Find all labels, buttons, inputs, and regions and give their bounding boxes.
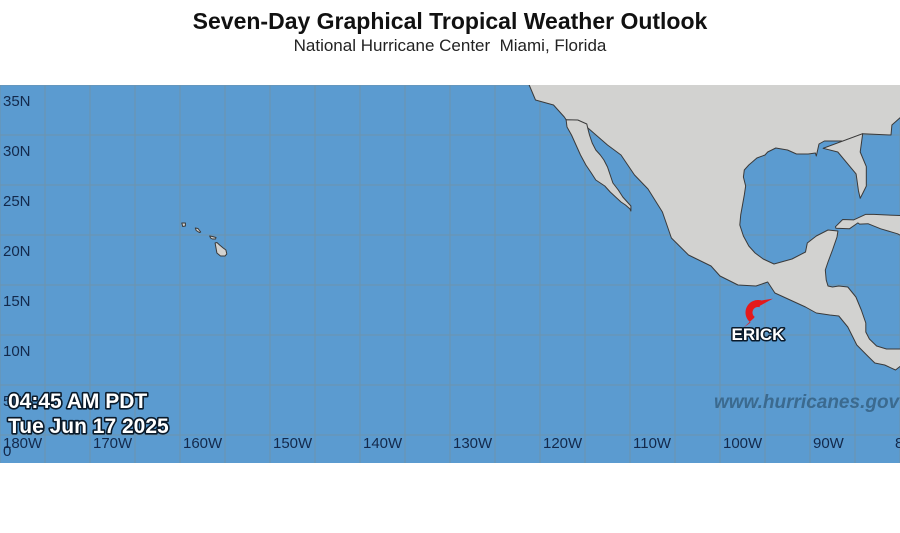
svg-text:90W: 90W xyxy=(813,435,845,452)
svg-text:04:45 AM PDT: 04:45 AM PDT xyxy=(8,390,147,413)
svg-text:150W: 150W xyxy=(273,435,313,452)
svg-text:110W: 110W xyxy=(633,435,672,452)
svg-text:20N: 20N xyxy=(3,243,31,260)
svg-text:www.hurricanes.gov: www.hurricanes.gov xyxy=(714,392,900,413)
svg-text:10N: 10N xyxy=(3,343,31,360)
svg-text:ERICK: ERICK xyxy=(732,325,786,344)
svg-text:Tue Jun 17 2025: Tue Jun 17 2025 xyxy=(8,415,169,438)
svg-text:160W: 160W xyxy=(183,435,223,452)
svg-text:140W: 140W xyxy=(363,435,403,452)
svg-text:120W: 120W xyxy=(543,435,583,452)
svg-text:15N: 15N xyxy=(3,293,31,310)
svg-text:80W: 80W xyxy=(895,435,900,452)
svg-text:100W: 100W xyxy=(723,435,763,452)
svg-text:25N: 25N xyxy=(3,193,31,210)
svg-text:35N: 35N xyxy=(3,93,31,110)
svg-text:130W: 130W xyxy=(453,435,493,452)
svg-text:30N: 30N xyxy=(3,143,31,160)
